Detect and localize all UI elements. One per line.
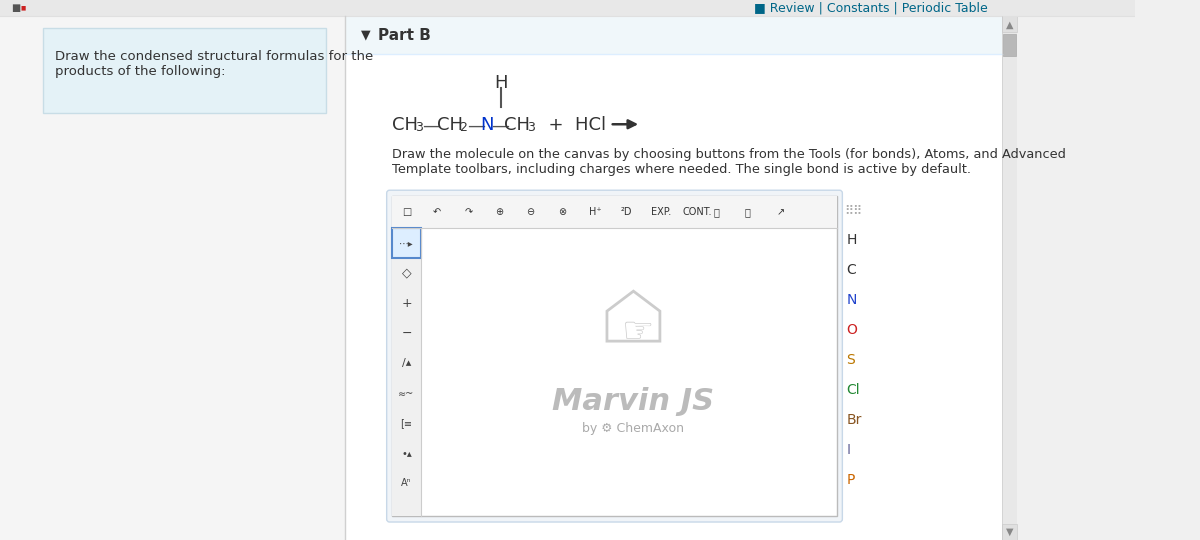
Text: ▲: ▲ xyxy=(1006,19,1014,29)
Text: Br: Br xyxy=(846,413,862,427)
Text: CH: CH xyxy=(392,116,419,134)
Bar xyxy=(392,196,836,228)
Text: ⊖: ⊖ xyxy=(527,207,535,217)
Text: N: N xyxy=(480,116,493,134)
Text: —: — xyxy=(467,116,485,134)
Text: ■: ■ xyxy=(20,6,26,11)
Text: □: □ xyxy=(402,207,412,217)
Text: [≡: [≡ xyxy=(401,418,413,428)
Text: +: + xyxy=(401,296,412,309)
Text: ⊗: ⊗ xyxy=(558,207,566,217)
Bar xyxy=(392,228,421,516)
Text: ↷: ↷ xyxy=(464,207,473,217)
Text: /▴: /▴ xyxy=(402,358,412,368)
Text: +  HCl: + HCl xyxy=(536,116,606,134)
Text: ■ Review | Constants | Periodic Table: ■ Review | Constants | Periodic Table xyxy=(755,2,988,15)
Text: —: — xyxy=(422,116,440,134)
Text: ⋯▸: ⋯▸ xyxy=(400,238,414,248)
Text: ■: ■ xyxy=(11,3,20,14)
Text: P: P xyxy=(846,473,854,487)
Text: Draw the molecule on the canvas by choosing buttons from the Tools (for bonds), : Draw the molecule on the canvas by choos… xyxy=(392,148,1067,176)
Text: 3: 3 xyxy=(527,122,534,134)
Text: Part B: Part B xyxy=(378,28,431,43)
Bar xyxy=(1002,524,1018,540)
Bar xyxy=(1003,35,1016,56)
Text: ↶: ↶ xyxy=(433,207,442,217)
Bar xyxy=(0,16,346,540)
Bar xyxy=(392,196,836,516)
Text: O: O xyxy=(846,323,857,337)
Text: Cl: Cl xyxy=(846,383,859,397)
Text: ❓: ❓ xyxy=(745,207,751,217)
Bar xyxy=(346,16,1002,540)
Bar xyxy=(1002,16,1018,540)
Text: S: S xyxy=(846,353,854,367)
FancyBboxPatch shape xyxy=(386,190,842,522)
Text: CH: CH xyxy=(437,116,463,134)
Text: Aⁿ: Aⁿ xyxy=(401,478,412,488)
Text: Marvin JS: Marvin JS xyxy=(552,387,714,416)
Text: 3: 3 xyxy=(415,122,422,134)
Text: H: H xyxy=(494,75,508,92)
Text: C: C xyxy=(846,263,856,277)
Text: ▼: ▼ xyxy=(1006,527,1014,537)
Bar xyxy=(392,228,421,258)
Text: −: − xyxy=(401,327,412,340)
Text: by ⚙ ChemAxon: by ⚙ ChemAxon xyxy=(582,422,684,435)
Text: ⓘ: ⓘ xyxy=(714,207,720,217)
Text: I: I xyxy=(846,443,850,457)
Text: ↗: ↗ xyxy=(776,207,785,217)
Text: CH: CH xyxy=(504,116,530,134)
Bar xyxy=(42,28,326,113)
Text: ☞: ☞ xyxy=(622,314,654,348)
Bar xyxy=(0,1,1134,16)
Text: ▼: ▼ xyxy=(361,29,371,42)
Text: H: H xyxy=(846,233,857,247)
Text: 2: 2 xyxy=(460,122,467,134)
Bar xyxy=(346,16,1002,55)
Text: ²D: ²D xyxy=(620,207,631,217)
Text: ◇: ◇ xyxy=(402,267,412,280)
Text: —: — xyxy=(492,116,510,134)
Text: EXP.: EXP. xyxy=(652,207,672,217)
Text: H⁺: H⁺ xyxy=(589,207,601,217)
Text: ≈~: ≈~ xyxy=(398,388,415,398)
Text: N: N xyxy=(846,293,857,307)
Text: CONT.: CONT. xyxy=(683,207,712,217)
Text: Draw the condensed structural formulas for the
products of the following:: Draw the condensed structural formulas f… xyxy=(55,50,373,78)
Text: ⊕: ⊕ xyxy=(496,207,504,217)
Bar xyxy=(1002,16,1018,32)
Text: •▴: •▴ xyxy=(401,448,412,458)
Text: ⠿⠿: ⠿⠿ xyxy=(845,204,863,217)
